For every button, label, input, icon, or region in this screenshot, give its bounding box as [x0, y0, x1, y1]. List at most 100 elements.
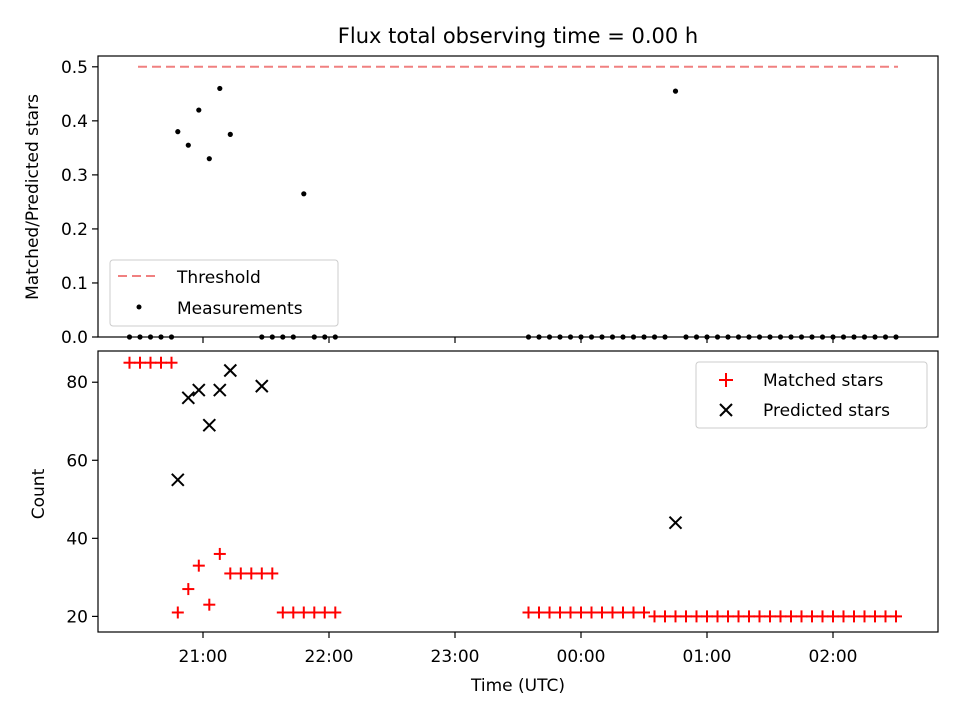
matched-star-point [276, 606, 289, 619]
measurement-point [227, 131, 233, 137]
matched-star-point [203, 598, 216, 611]
measurement-point [683, 334, 689, 340]
measurement-point [280, 334, 286, 340]
matched-star-point [182, 583, 195, 596]
x-tick-label: 22:00 [305, 647, 354, 667]
measurement-point [861, 334, 868, 340]
matched-star-point [806, 610, 818, 623]
predicted-star-point [181, 391, 196, 405]
matched-star-point [732, 610, 745, 623]
x-tick-label: 23:00 [431, 647, 480, 667]
matched-star-point [722, 610, 734, 623]
matched-star-point [585, 606, 598, 619]
predicted-star-point [202, 418, 217, 432]
matched-star-point [848, 610, 860, 623]
measurement-point [311, 334, 317, 340]
matched-star-point [596, 606, 608, 619]
bottom-legend: Matched stars Predicted stars [695, 361, 928, 429]
measurement-point [259, 334, 265, 340]
matched-star-point [297, 606, 310, 619]
matched-star-point [308, 606, 321, 619]
measurement-point [672, 88, 679, 94]
measurement-point [196, 107, 202, 113]
bottom-y-ticks: 20 40 60 80 [66, 373, 98, 627]
measurement-point [546, 334, 553, 340]
legend-measurements-label: Measurements [177, 299, 303, 319]
matched-star-point [669, 610, 682, 623]
legend-matched-marker [719, 373, 733, 387]
bottom-y-axis-label: Count [29, 468, 49, 519]
matched-star-point [192, 559, 205, 572]
x-tick-label: 01:00 [683, 647, 732, 667]
x-axis-label: Time (UTC) [470, 676, 565, 696]
matched-star-point [144, 356, 157, 369]
matched-star-point [837, 610, 850, 623]
measurement-point [536, 334, 542, 340]
predicted-star-point [255, 379, 269, 393]
x-tick-label: 00:00 [557, 647, 606, 667]
legend-threshold-label: Threshold [176, 268, 261, 288]
matched-star-point [627, 606, 640, 619]
measurement-point [798, 334, 805, 340]
matched-star-point [743, 610, 755, 623]
x-tick-label: 02:00 [809, 647, 858, 667]
matched-star-point [245, 567, 258, 580]
measurement-point [630, 334, 637, 340]
measurement-point [557, 334, 563, 340]
measurement-point [641, 334, 647, 340]
legend-measurements-marker [136, 304, 142, 310]
matched-star-point [575, 606, 587, 619]
matched-star-point [287, 606, 300, 619]
measurement-point [525, 334, 532, 340]
measurement-point [175, 129, 181, 135]
top-marks [126, 65, 899, 340]
measurement-point [567, 334, 574, 340]
matched-star-point [827, 610, 839, 623]
predicted-star-point [668, 516, 683, 530]
measurement-point [301, 191, 307, 197]
matched-star-point [617, 606, 629, 619]
matched-star-point [329, 606, 342, 619]
predicted-star-point [213, 383, 227, 397]
matched-star-point [522, 606, 535, 619]
matched-star-point [701, 610, 713, 623]
matched-star-point [266, 567, 279, 580]
matched-star-point [785, 610, 797, 623]
chart-title: Flux total observing time = 0.00 h [338, 24, 698, 48]
matched-star-point [680, 610, 692, 623]
measurement-point [578, 334, 584, 340]
measurement-point [735, 334, 742, 340]
measurement-point [185, 142, 191, 148]
measurement-point [269, 334, 275, 340]
measurement-point [725, 334, 731, 340]
matched-star-point [171, 606, 184, 619]
measurement-point [746, 334, 752, 340]
matched-star-point [753, 610, 766, 623]
top-y-axis-label: Matched/Predicted stars [23, 94, 43, 300]
matched-star-point [155, 356, 167, 369]
measurement-point [290, 334, 296, 340]
matched-star-point [711, 610, 724, 623]
bottom-y-tick-label: 80 [66, 373, 88, 393]
matched-star-point [648, 610, 661, 623]
measurement-point [777, 334, 784, 340]
measurement-point [651, 334, 658, 340]
matched-star-point [255, 567, 268, 580]
top-y-tick-label: 0.5 [61, 58, 88, 78]
matched-star-point [224, 567, 237, 580]
predicted-star-point [223, 363, 238, 378]
measurement-point [126, 334, 133, 340]
bottom-y-tick-label: 20 [66, 607, 88, 627]
measurement-point [620, 334, 626, 340]
top-legend-box [109, 259, 339, 327]
matched-star-point [690, 610, 703, 623]
measurement-point [819, 334, 826, 340]
top-y-tick-label: 0.1 [61, 274, 88, 294]
matched-star-point [816, 610, 829, 623]
measurement-point [830, 334, 836, 340]
matched-star-point [123, 356, 136, 369]
matched-star-point [213, 547, 226, 560]
bottom-y-tick-label: 40 [66, 529, 88, 549]
